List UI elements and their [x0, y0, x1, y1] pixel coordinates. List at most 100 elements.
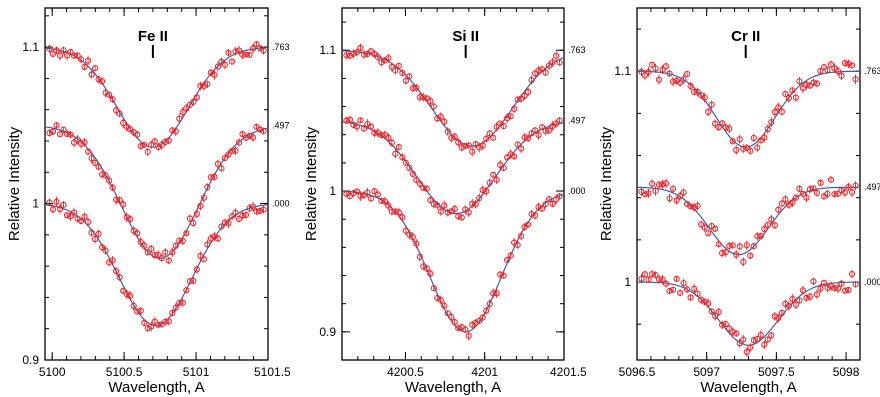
observed-point [775, 104, 782, 111]
observed-point [834, 68, 842, 75]
observed-point [346, 116, 354, 123]
observed-point [70, 209, 78, 216]
observed-point [750, 243, 757, 250]
observed-point [552, 120, 560, 127]
phase-label: .497 [272, 120, 290, 130]
observed-point [151, 318, 158, 325]
observed-point [109, 257, 116, 264]
observed-point [235, 139, 243, 146]
observed-point [740, 145, 747, 152]
observed-point [712, 120, 719, 127]
observed-point [169, 127, 176, 134]
observed-point [392, 150, 399, 157]
observed-point [246, 205, 253, 212]
observed-point [176, 115, 183, 122]
observed-point [701, 94, 708, 101]
observed-point [486, 130, 493, 137]
observed-point [719, 250, 726, 257]
panel-cr-ii: 1 1.1 5096.5 5097 5097.5 5098 Wavelength, A Rel… [598, 7, 880, 396]
observed-point [469, 148, 476, 155]
observed-point [357, 117, 364, 124]
observed-point [197, 202, 204, 210]
observed-point [820, 279, 828, 286]
phase-label: .497 [568, 116, 586, 126]
observed-point [806, 186, 814, 193]
observed-point [49, 50, 57, 57]
observed-point [666, 287, 673, 295]
observed-point [106, 177, 113, 184]
observed-point [549, 200, 556, 207]
observed-point [53, 122, 60, 129]
observed-point [743, 144, 750, 151]
observed-point [179, 299, 186, 306]
observed-point [511, 153, 518, 160]
panel-title: Si II [452, 28, 479, 45]
observed-point [698, 296, 705, 303]
observed-point [469, 321, 476, 328]
observed-point [694, 290, 701, 297]
observed-point [486, 179, 493, 186]
observed-point [413, 176, 420, 184]
observed-point [542, 69, 549, 76]
observed-point [757, 232, 764, 240]
observed-point [785, 302, 792, 310]
observed-point [427, 197, 434, 204]
observed-point [343, 52, 350, 59]
observed-point [652, 187, 659, 195]
observed-point [77, 217, 85, 225]
observed-point [95, 76, 102, 83]
observed-point [395, 209, 402, 216]
observed-point [451, 318, 458, 326]
observed-point [392, 67, 399, 74]
observed-point [388, 139, 395, 146]
observed-point [441, 302, 448, 309]
observed-point [486, 300, 493, 308]
observed-point [190, 219, 197, 227]
observed-point [458, 144, 465, 151]
observed-point [169, 249, 176, 256]
phase-label: .000 [272, 199, 290, 209]
observed-point [144, 148, 151, 155]
observed-point [785, 94, 792, 102]
observed-point [413, 240, 420, 247]
observed-point [378, 197, 385, 204]
observed-point [655, 181, 663, 188]
observed-point [420, 263, 427, 270]
observed-point [507, 252, 514, 259]
observed-point [768, 332, 775, 339]
observed-point [357, 44, 364, 52]
observed-point [360, 51, 368, 58]
observed-point [465, 209, 472, 216]
phase-label: .000 [568, 186, 586, 196]
observed-point [542, 201, 549, 208]
observed-point [775, 206, 782, 213]
observed-point [782, 196, 789, 203]
observed-point [754, 335, 761, 342]
observed-point [841, 60, 849, 67]
observed-point [733, 330, 740, 337]
observed-point [726, 242, 733, 250]
observed-point [680, 76, 687, 83]
observed-point [810, 278, 817, 285]
observed-point [434, 202, 441, 209]
observed-point [514, 241, 521, 249]
observed-point [49, 128, 57, 135]
observed-point [775, 314, 782, 322]
observed-point [729, 242, 736, 249]
observed-point [552, 52, 560, 60]
observed-point [645, 68, 652, 76]
phase-label: .763 [568, 45, 586, 55]
observed-point [144, 325, 151, 332]
observed-point [416, 180, 423, 187]
observed-point [437, 208, 444, 215]
observed-point [497, 161, 504, 168]
observed-point [430, 103, 437, 110]
observed-point [430, 285, 437, 292]
observed-point [792, 194, 799, 201]
observed-point [479, 186, 486, 194]
observed-point [388, 63, 395, 71]
observed-point [655, 276, 663, 283]
observed-point [402, 227, 409, 234]
observed-point [399, 69, 406, 77]
observed-point [378, 131, 385, 139]
